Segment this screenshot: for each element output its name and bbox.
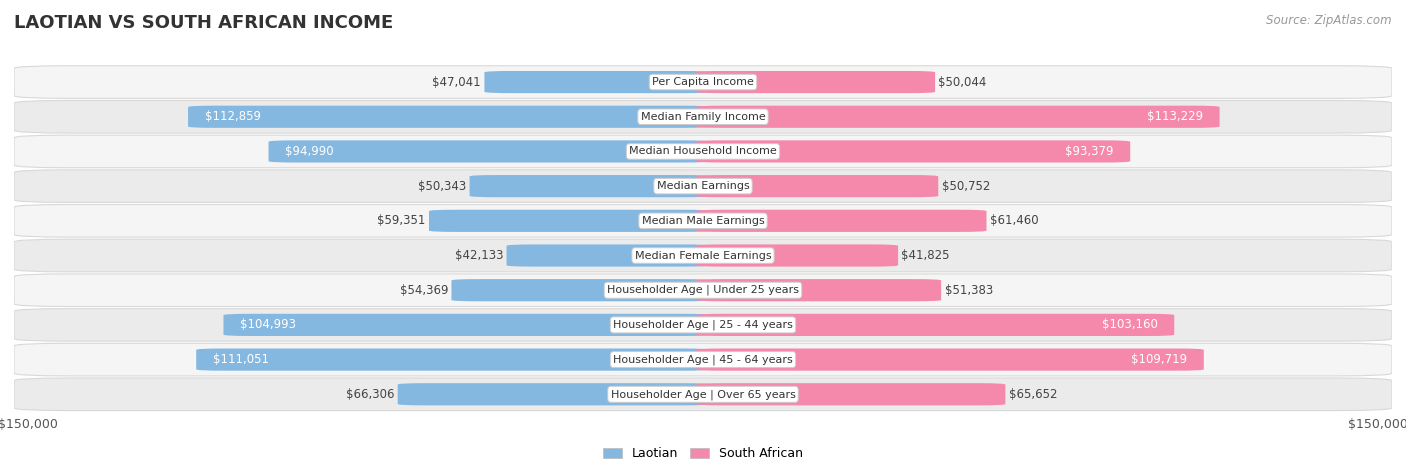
FancyBboxPatch shape <box>506 244 710 267</box>
FancyBboxPatch shape <box>696 279 941 301</box>
FancyBboxPatch shape <box>696 314 1174 336</box>
Text: $61,460: $61,460 <box>990 214 1039 227</box>
FancyBboxPatch shape <box>696 348 1204 371</box>
Text: $109,719: $109,719 <box>1130 353 1187 366</box>
FancyBboxPatch shape <box>14 66 1392 99</box>
Text: $94,990: $94,990 <box>285 145 335 158</box>
FancyBboxPatch shape <box>451 279 710 301</box>
FancyBboxPatch shape <box>470 175 710 197</box>
Text: $50,343: $50,343 <box>418 180 467 192</box>
Text: $113,229: $113,229 <box>1147 110 1202 123</box>
FancyBboxPatch shape <box>14 239 1392 272</box>
FancyBboxPatch shape <box>224 314 710 336</box>
FancyBboxPatch shape <box>429 210 710 232</box>
Text: $150,000: $150,000 <box>1348 418 1406 431</box>
FancyBboxPatch shape <box>197 348 710 371</box>
Text: $59,351: $59,351 <box>377 214 426 227</box>
Text: Median Family Income: Median Family Income <box>641 112 765 122</box>
FancyBboxPatch shape <box>14 100 1392 133</box>
Text: $65,652: $65,652 <box>1008 388 1057 401</box>
FancyBboxPatch shape <box>696 383 1005 405</box>
FancyBboxPatch shape <box>696 210 987 232</box>
FancyBboxPatch shape <box>14 170 1392 202</box>
Text: $50,044: $50,044 <box>938 76 987 89</box>
FancyBboxPatch shape <box>696 106 1219 128</box>
FancyBboxPatch shape <box>14 378 1392 410</box>
Text: Householder Age | 25 - 44 years: Householder Age | 25 - 44 years <box>613 319 793 330</box>
Text: Median Female Earnings: Median Female Earnings <box>634 250 772 261</box>
FancyBboxPatch shape <box>398 383 710 405</box>
Text: LAOTIAN VS SOUTH AFRICAN INCOME: LAOTIAN VS SOUTH AFRICAN INCOME <box>14 14 394 32</box>
FancyBboxPatch shape <box>485 71 710 93</box>
Text: Householder Age | Over 65 years: Householder Age | Over 65 years <box>610 389 796 400</box>
Text: Median Male Earnings: Median Male Earnings <box>641 216 765 226</box>
Text: $50,752: $50,752 <box>942 180 990 192</box>
Text: $47,041: $47,041 <box>433 76 481 89</box>
Text: $104,993: $104,993 <box>240 318 297 332</box>
FancyBboxPatch shape <box>14 205 1392 237</box>
FancyBboxPatch shape <box>696 175 938 197</box>
Text: Source: ZipAtlas.com: Source: ZipAtlas.com <box>1267 14 1392 27</box>
Text: Median Earnings: Median Earnings <box>657 181 749 191</box>
Text: $41,825: $41,825 <box>901 249 950 262</box>
FancyBboxPatch shape <box>14 309 1392 341</box>
Legend: Laotian, South African: Laotian, South African <box>598 442 808 465</box>
Text: Per Capita Income: Per Capita Income <box>652 77 754 87</box>
Text: Householder Age | 45 - 64 years: Householder Age | 45 - 64 years <box>613 354 793 365</box>
FancyBboxPatch shape <box>696 71 935 93</box>
Text: $66,306: $66,306 <box>346 388 394 401</box>
FancyBboxPatch shape <box>696 244 898 267</box>
FancyBboxPatch shape <box>14 135 1392 168</box>
Text: $54,369: $54,369 <box>399 284 449 297</box>
Text: Householder Age | Under 25 years: Householder Age | Under 25 years <box>607 285 799 296</box>
FancyBboxPatch shape <box>696 141 1130 163</box>
Text: $93,379: $93,379 <box>1064 145 1114 158</box>
Text: $42,133: $42,133 <box>454 249 503 262</box>
FancyBboxPatch shape <box>188 106 710 128</box>
FancyBboxPatch shape <box>14 343 1392 376</box>
FancyBboxPatch shape <box>269 141 710 163</box>
Text: $150,000: $150,000 <box>0 418 58 431</box>
Text: $112,859: $112,859 <box>205 110 262 123</box>
FancyBboxPatch shape <box>14 274 1392 306</box>
Text: $111,051: $111,051 <box>214 353 269 366</box>
Text: $103,160: $103,160 <box>1101 318 1157 332</box>
Text: Median Household Income: Median Household Income <box>628 147 778 156</box>
Text: $51,383: $51,383 <box>945 284 993 297</box>
